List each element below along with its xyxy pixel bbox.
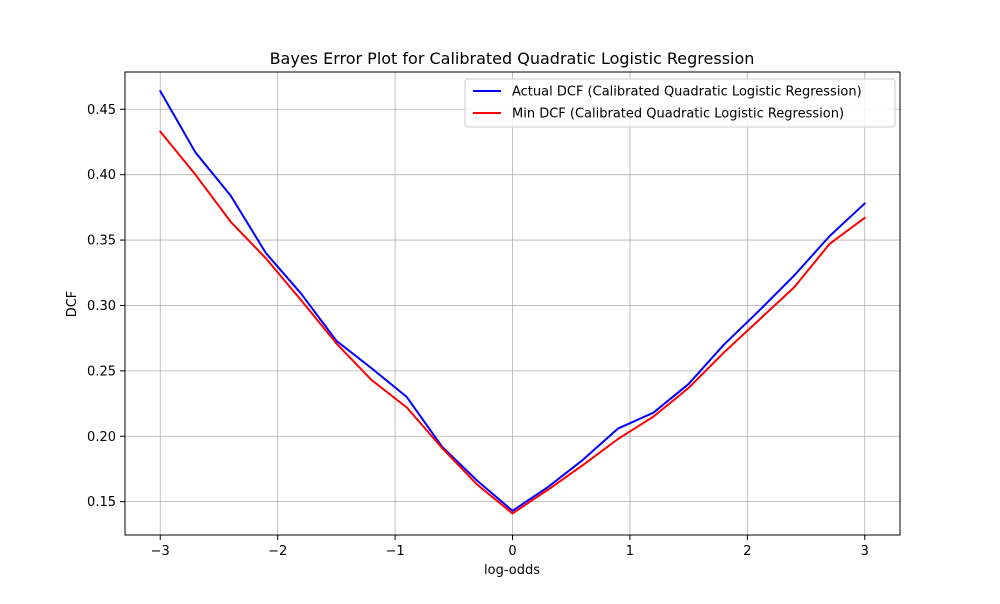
y-tick-label: 0.15 — [87, 495, 116, 510]
legend: Actual DCF (Calibrated Quadratic Logisti… — [464, 78, 896, 128]
legend-box — [464, 78, 896, 128]
y-tick-label: 0.40 — [87, 168, 116, 183]
x-tick-label: −1 — [385, 544, 404, 559]
y-tick-label: 0.45 — [87, 103, 116, 118]
x-tick-label: 3 — [861, 544, 869, 559]
y-tick-label: 0.25 — [87, 364, 116, 379]
x-tick-label: 1 — [626, 544, 634, 559]
x-tick-label: −2 — [268, 544, 287, 559]
series-layer — [159, 89, 866, 515]
chart-title: Bayes Error Plot for Calibrated Quadrati… — [270, 49, 755, 68]
x-tick-label: −3 — [151, 544, 170, 559]
x-tick-label: 0 — [508, 544, 516, 559]
min-dcf-line — [159, 130, 866, 515]
x-axis-label: log-odds — [484, 563, 540, 578]
y-axis-label: DCF — [65, 291, 80, 318]
legend-label: Min DCF (Calibrated Quadratic Logistic R… — [512, 107, 844, 122]
actual-dcf-line — [159, 89, 866, 512]
y-tick-label: 0.35 — [87, 234, 116, 249]
axis-ticks: −3 −2 −1 0 1 2 3 0.15 0.20 0.25 0.30 0.35 0.40 0.45 — [87, 103, 869, 559]
x-tick-label: 2 — [743, 544, 751, 559]
y-tick-label: 0.20 — [87, 430, 116, 445]
legend-label: Actual DCF (Calibrated Quadratic Logisti… — [512, 85, 862, 100]
y-tick-label: 0.30 — [87, 299, 116, 314]
